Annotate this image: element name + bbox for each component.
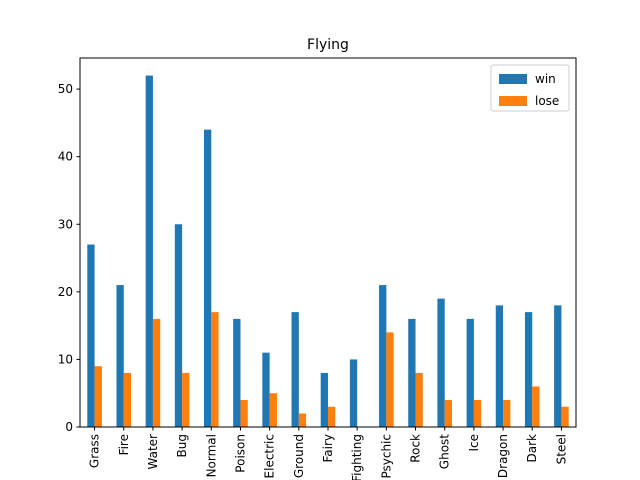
x-tick-label-bug: Bug [175,434,189,457]
x-tick-label-ice: Ice [467,434,481,452]
y-tick-label: 30 [58,217,73,231]
bars-group [87,75,569,428]
bar-win-dark [524,312,533,427]
bar-lose-fire [123,372,132,427]
y-tick-label: 10 [58,352,73,366]
legend-label-win: win [535,72,556,86]
bar-win-ground [291,312,299,427]
x-tick-label-dragon: Dragon [496,434,510,478]
x-tick-label-ghost: Ghost [438,434,452,469]
bar-win-ghost [437,298,445,427]
bar-lose-dark [532,386,540,427]
y-tick-label: 0 [65,420,73,434]
x-tick-label-poison: Poison [233,434,247,473]
x-tick-label-electric: Electric [263,434,277,478]
x-tick-label-fighting: Fighting [350,434,364,480]
x-tick-label-water: Water [146,434,160,470]
x-tick-label-psychic: Psychic [379,434,393,479]
x-axis: Grass Fire Water Bug Normal Poison Electric Gro… [88,427,568,480]
bar-win-dragon [495,305,504,427]
legend: win lose [490,64,570,112]
plot-frame [79,57,577,428]
y-axis: 0 10 20 30 40 50 [58,82,80,434]
bar-lose-bug [182,372,190,427]
bar-win-ice [466,318,474,427]
bar-lose-psychic [386,332,394,427]
bar-win-grass [87,244,95,427]
y-tick-label: 20 [58,285,73,299]
legend-swatch-win [499,74,527,84]
bar-lose-dragon [503,399,511,427]
x-tick-label-normal: Normal [204,434,218,477]
x-tick-label-rock: Rock [409,434,423,463]
bar-lose-ground [298,413,307,427]
x-tick-label-steel: Steel [554,434,568,464]
bar-win-normal [204,129,212,427]
x-tick-label-dark: Dark [525,434,539,463]
y-tick-label: 50 [58,82,73,96]
bar-win-electric [262,352,270,427]
bar-lose-rock [415,372,423,427]
bar-win-fairy [320,372,328,427]
bar-win-psychic [379,285,387,427]
x-tick-label-ground: Ground [292,434,306,478]
legend-swatch-lose [499,96,527,106]
bar-lose-water [152,318,161,427]
bar-win-poison [233,318,241,427]
x-tick-label-grass: Grass [88,434,102,468]
y-tick-label: 40 [58,150,73,164]
bar-lose-fairy [328,406,336,427]
x-tick-label-fairy: Fairy [321,434,335,463]
x-tick-label-fire: Fire [117,434,131,455]
bar-lose-ice [473,399,482,427]
bar-lose-steel [561,406,569,427]
bar-win-bug [174,224,183,427]
bar-lose-electric [269,393,277,427]
bar-win-fighting [349,359,358,427]
bar-lose-normal [211,312,219,427]
bar-lose-poison [240,399,248,427]
bar-win-water [145,75,153,428]
bar-win-steel [554,305,562,427]
bar-win-rock [408,318,416,427]
bar-lose-grass [94,366,102,427]
legend-label-lose: lose [535,94,559,108]
bar-win-fire [116,285,124,427]
bar-lose-ghost [444,399,452,427]
chart-title: Flying [307,37,349,53]
